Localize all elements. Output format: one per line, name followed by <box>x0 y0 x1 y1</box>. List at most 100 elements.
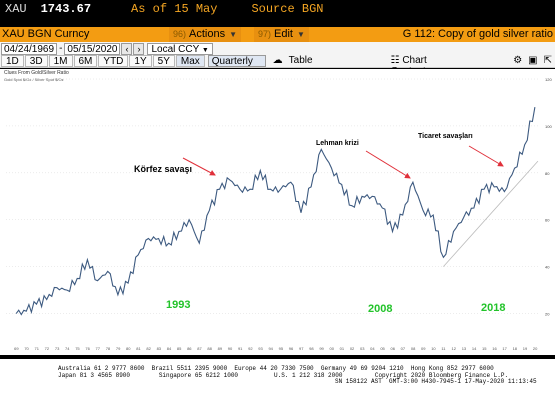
x-tick-label: 08 <box>411 346 416 351</box>
chart-panel: Clues From Gold/Silver Ratio Gold Spot $… <box>0 69 555 355</box>
x-tick-label: 75 <box>75 346 80 351</box>
arrow-gulf-war <box>182 157 216 176</box>
x-tick-label: 95 <box>279 346 284 351</box>
x-tick-label: 90 <box>228 346 233 351</box>
tape-line-1: Australia 61 2 9777 8600 Brazil 5511 239… <box>58 365 494 372</box>
year-label-1993: 1993 <box>166 299 190 311</box>
security-field[interactable]: XAU BGN Curncy <box>2 28 90 40</box>
y-tick-label: 60 <box>545 218 550 223</box>
period-1y-button[interactable]: 1Y <box>129 55 152 67</box>
tape-line-2: Japan 81 3 4565 8900 Singapore 65 6212 1… <box>58 372 509 379</box>
x-tick-label: 18 <box>513 346 518 351</box>
x-tick-label: 99 <box>319 346 324 351</box>
edit-shortcut: 97) <box>258 29 272 39</box>
chart-content-button[interactable]: ☷ Chart Content <box>388 55 467 77</box>
period-3d-button[interactable]: 3D <box>24 55 48 67</box>
series-line <box>15 107 536 316</box>
date-range-row: 04/24/1969 - 05/15/2020 ‹ › Local CCY ▼ <box>0 42 555 55</box>
security-ticker: XAU <box>5 2 27 16</box>
command-bar: XAU BGN Curncy 96) Actions ▼ 97) Edit ▼ … <box>0 27 555 42</box>
edit-menu[interactable]: 97) Edit ▼ <box>254 27 309 42</box>
end-date-input[interactable]: 05/15/2020 <box>64 42 121 55</box>
x-tick-label: 10 <box>431 346 436 351</box>
x-tick-label: 03 <box>360 346 365 351</box>
period-row: 1D 3D 1M 6M YTD 1Y 5Y Max Quarterly ▼ ☁ … <box>0 55 555 77</box>
currency-select[interactable]: Local CCY ▼ <box>147 42 213 55</box>
x-tick-label: 79 <box>116 346 121 351</box>
chart-type-icon[interactable]: ☁ <box>272 55 283 66</box>
x-tick-label: 74 <box>65 346 70 351</box>
chart-legend: Gold Spot $/Oz / Silver Spot $/Oz <box>4 77 64 82</box>
table-label: Table <box>288 55 313 66</box>
x-axis: 69 70 71 72 73 74 75 76 77 78 79 80 81 82 83 84 85 86 87 88… <box>14 346 538 351</box>
y-axis: 20 40 60 80 100 120 <box>545 77 552 317</box>
period-6m-button[interactable]: 6M <box>73 55 98 67</box>
period-max-button[interactable]: Max <box>175 55 205 67</box>
x-tick-label: 12 <box>452 346 457 351</box>
actions-menu[interactable]: 96) Actions ▼ <box>169 27 242 42</box>
settings-icon[interactable]: ⚙ <box>513 55 523 66</box>
x-tick-label: 16 <box>492 346 497 351</box>
x-tick-label: 07 <box>401 346 406 351</box>
x-tick-label: 84 <box>167 346 172 351</box>
x-tick-label: 85 <box>177 346 182 351</box>
expand-icon[interactable]: ⇱ <box>543 55 552 66</box>
trend-line <box>443 160 539 267</box>
x-tick-label: 13 <box>462 346 467 351</box>
actions-label: Actions <box>189 28 226 40</box>
x-tick-label: 94 <box>268 346 273 351</box>
start-date-input[interactable]: 04/24/1969 <box>1 42 58 55</box>
layout-icon[interactable]: ▣ <box>528 55 538 66</box>
chevron-down-icon: ▼ <box>229 30 238 39</box>
x-tick-label: 78 <box>106 346 111 351</box>
calendar-next-icon[interactable]: › <box>133 42 145 55</box>
frequency-select[interactable]: Quarterly ▼ <box>207 55 266 77</box>
x-tick-label: 05 <box>380 346 385 351</box>
period-ytd-button[interactable]: YTD <box>98 55 129 67</box>
y-tick-label: 100 <box>545 124 552 129</box>
y-tick-label: 120 <box>545 77 552 82</box>
last-price: 1743.67 <box>40 2 92 16</box>
period-1d-button[interactable]: 1D <box>1 55 24 67</box>
actions-shortcut: 96) <box>173 29 187 39</box>
year-label-2018: 2018 <box>481 302 505 314</box>
x-tick-label: 15 <box>482 346 487 351</box>
y-tick-label: 20 <box>545 312 550 317</box>
x-tick-label: 81 <box>136 346 141 351</box>
calendar-prev-icon[interactable]: ‹ <box>121 42 133 55</box>
y-tick-label: 80 <box>545 171 550 176</box>
x-tick-label: 70 <box>24 346 29 351</box>
as-of-date: As of 15 May <box>131 2 218 16</box>
x-tick-label: 09 <box>421 346 426 351</box>
annotation-trade-war: Ticaret savaşları <box>418 133 473 140</box>
chevron-down-icon: ▼ <box>296 30 305 39</box>
x-tick-label: 19 <box>523 346 528 351</box>
table-button[interactable]: Table <box>286 55 316 67</box>
x-tick-label: 17 <box>502 346 507 351</box>
chart-content-icon: ☷ <box>390 55 400 66</box>
x-tick-label: 83 <box>157 346 162 351</box>
arrow-trade-war <box>468 145 504 167</box>
x-tick-label: 96 <box>289 346 294 351</box>
x-tick-label: 14 <box>472 346 477 351</box>
x-tick-label: 20 <box>533 346 538 351</box>
period-5y-button[interactable]: 5Y <box>152 55 175 67</box>
x-tick-label: 72 <box>45 346 50 351</box>
x-tick-label: 93 <box>258 346 263 351</box>
x-tick-label: 80 <box>126 346 131 351</box>
x-tick-label: 82 <box>146 346 151 351</box>
x-tick-label: 91 <box>238 346 243 351</box>
x-tick-label: 04 <box>370 346 375 351</box>
x-tick-label: 69 <box>14 346 19 351</box>
x-tick-label: 88 <box>207 346 212 351</box>
x-tick-label: 77 <box>96 346 101 351</box>
x-tick-label: 01 <box>340 346 345 351</box>
chart-annotations: Körfez savaşı Lehman krizi Ticaret savaş… <box>134 133 505 315</box>
x-tick-label: 73 <box>55 346 60 351</box>
chart-header: Clues From Gold/Silver Ratio <box>4 70 69 76</box>
period-1m-button[interactable]: 1M <box>48 55 73 67</box>
x-tick-label: 76 <box>85 346 90 351</box>
annotation-gulf-war: Körfez savaşı <box>134 164 192 174</box>
tape-line-3: SN 158122 AST GMT-3:00 H430-7945-1 17-Ma… <box>335 378 537 385</box>
